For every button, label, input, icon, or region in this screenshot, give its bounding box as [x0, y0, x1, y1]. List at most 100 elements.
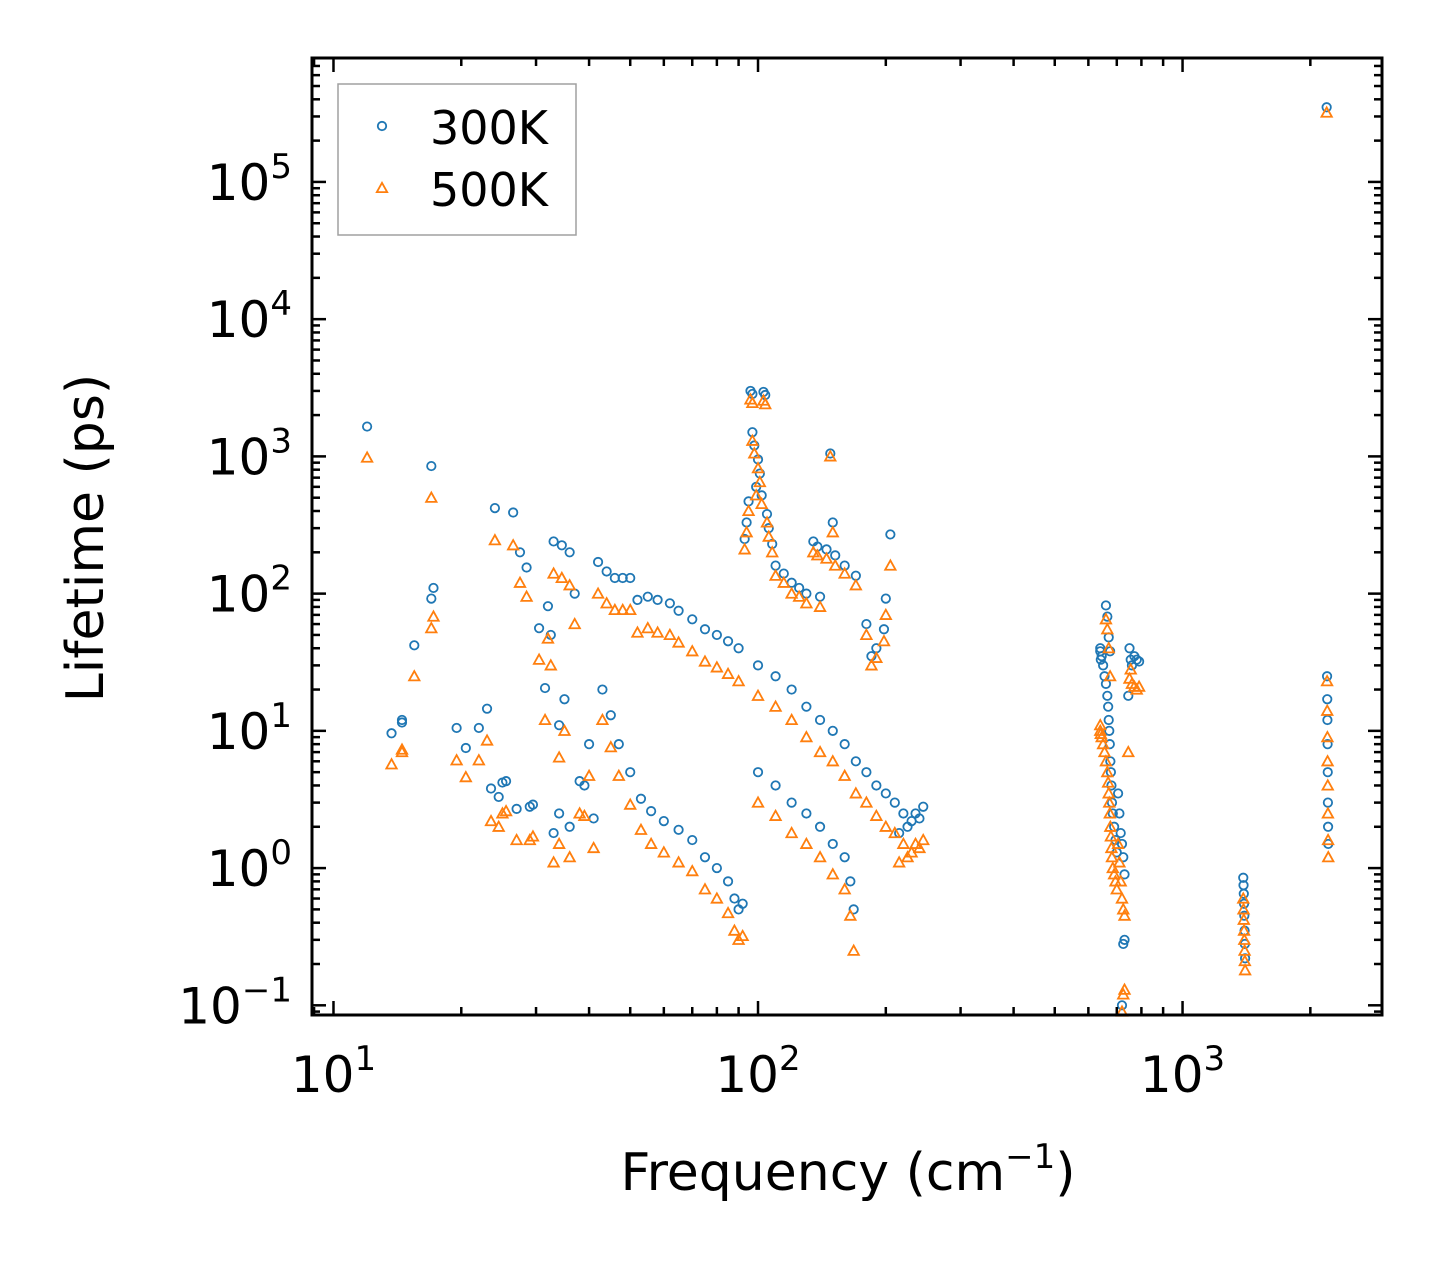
data-point-500k: [582, 768, 596, 781]
data-point-500k: [424, 490, 439, 503]
data-point-300k: [1100, 600, 1112, 611]
data-point-300k: [1102, 611, 1113, 622]
data-point-300k: [1322, 821, 1334, 832]
y-tick-label: 103: [207, 421, 292, 486]
data-point-500k: [1320, 703, 1334, 716]
data-point-500k: [799, 596, 814, 609]
data-point-500k: [768, 808, 783, 821]
y-tick-label: 102: [207, 559, 292, 624]
data-point-300k: [1131, 654, 1142, 665]
data-point-500k: [1104, 829, 1118, 842]
x-tick-label: 101: [291, 1039, 376, 1104]
data-point-300k: [839, 739, 850, 750]
data-point-300k: [1112, 788, 1124, 799]
data-point-500k: [1113, 874, 1128, 887]
data-point-500k: [849, 786, 863, 799]
data-point-300k: [583, 739, 595, 750]
data-point-300k: [1115, 827, 1126, 839]
data-point-500k: [663, 627, 677, 640]
data-point-300k: [500, 776, 512, 787]
data-point-500k: [1099, 754, 1113, 767]
data-point-300k: [889, 797, 900, 808]
data-point-300k: [699, 852, 711, 863]
data-point-500k: [819, 551, 834, 564]
data-point-300k: [845, 876, 856, 887]
data-point-500k: [671, 635, 686, 648]
data-point-300k: [460, 742, 471, 754]
data-point-500k: [837, 882, 852, 895]
data-point-500k: [509, 833, 524, 846]
data-point-500k: [555, 570, 569, 584]
data-point-300k: [770, 560, 781, 571]
data-point-500k: [472, 753, 486, 766]
data-point-300k: [910, 808, 921, 819]
data-point-300k: [729, 893, 740, 904]
data-point-300k: [770, 780, 781, 791]
data-point-500k: [813, 599, 827, 612]
data-point-500k: [837, 768, 852, 781]
data-point-500k: [623, 602, 637, 616]
data-point-300k: [658, 815, 669, 827]
data-point-500k: [459, 770, 473, 783]
data-point-300k: [1118, 938, 1129, 950]
legend-marker-circle: [376, 120, 388, 132]
data-point-500k: [1238, 963, 1252, 976]
data-point-300k: [485, 783, 497, 794]
data-point-500k: [896, 836, 911, 849]
data-point-500k: [541, 631, 555, 644]
data-point-500k: [1097, 745, 1112, 758]
data-point-500k: [762, 529, 776, 542]
data-point-300k: [752, 660, 764, 671]
data-point-300k: [548, 536, 559, 547]
data-point-500k: [731, 674, 746, 687]
data-point-500k: [1236, 891, 1250, 904]
data-point-500k: [828, 558, 842, 571]
data-point-300k: [542, 601, 554, 612]
data-point-300k: [554, 720, 565, 731]
data-point-300k: [1102, 690, 1113, 701]
data-point-500k: [384, 757, 399, 770]
data-point-500k: [546, 855, 561, 868]
data-point-300k: [1238, 888, 1249, 899]
data-point-300k: [861, 767, 872, 778]
data-point-300k: [871, 780, 882, 791]
data-point-500k: [552, 750, 566, 763]
data-point-500k: [1100, 765, 1115, 778]
data-point-500k: [869, 650, 884, 663]
data-point-300k: [564, 547, 575, 558]
data-point-300k: [451, 722, 462, 734]
data-point-500k: [813, 850, 827, 863]
data-point-500k: [1132, 679, 1146, 692]
data-point-500k: [1321, 806, 1335, 819]
data-point-500k: [784, 586, 799, 599]
data-point-500k: [879, 607, 893, 620]
data-point-500k: [685, 864, 699, 877]
data-point-500k: [1319, 105, 1334, 118]
y-tick-label: 10−1: [178, 970, 292, 1035]
data-point-300k: [880, 593, 891, 604]
data-point-500k: [710, 891, 724, 904]
data-point-300k: [687, 834, 698, 846]
data-point-500k: [544, 658, 558, 671]
data-point-500k: [599, 596, 614, 609]
data-point-300k: [1238, 898, 1250, 909]
data-point-300k: [579, 780, 590, 791]
data-point-300k: [539, 682, 551, 694]
data-point-300k: [569, 588, 580, 599]
data-point-500k: [1117, 982, 1132, 995]
legend-marker-500k: [375, 180, 389, 194]
data-point-500k: [491, 819, 506, 832]
data-point-300k: [673, 824, 684, 835]
data-point-300k: [827, 838, 838, 850]
legend-marker-300k: [376, 120, 388, 132]
data-point-300k: [699, 624, 711, 635]
data-point-500k: [747, 446, 762, 459]
legend-label-300k: 300K: [430, 101, 550, 155]
data-point-500k: [577, 808, 592, 821]
data-point-300k: [514, 547, 526, 558]
data-point-300k: [1095, 654, 1106, 665]
data-point-500k: [395, 745, 409, 758]
data-point-300k: [646, 806, 657, 817]
data-point-300k: [588, 813, 599, 824]
data-point-500k: [685, 644, 699, 657]
